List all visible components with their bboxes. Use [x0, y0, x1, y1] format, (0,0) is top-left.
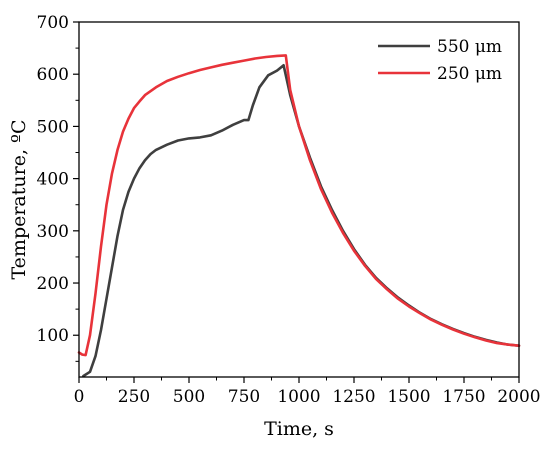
legend: 550 μm 250 μm — [378, 37, 502, 84]
x-tick-label: 1250 — [332, 387, 375, 407]
x-axis-title: Time, s — [264, 418, 334, 440]
series-line-2 — [77, 54, 521, 357]
x-tick-label: 1750 — [442, 387, 485, 407]
legend-label-2: 250 μm — [437, 64, 502, 84]
axes: 0 250 500 750 1000 1250 1500 1750 2000 100 200 300 4… — [37, 13, 541, 407]
plot-area — [77, 54, 521, 378]
x-tick-label: 0 — [74, 387, 85, 407]
y-tick-label: 300 — [37, 222, 69, 242]
y-tick-label: 100 — [37, 326, 69, 346]
x-tick-label: 750 — [228, 387, 260, 407]
y-tick-label: 500 — [37, 117, 69, 137]
y-tick-label: 400 — [37, 170, 69, 190]
y-tick-label: 600 — [37, 65, 69, 85]
x-tick-label: 1000 — [277, 387, 320, 407]
x-tick-label: 1500 — [387, 387, 430, 407]
y-tick-label: 200 — [37, 274, 69, 294]
x-tick-label: 250 — [118, 387, 150, 407]
x-tick-label: 2000 — [497, 387, 540, 407]
legend-label-1: 550 μm — [437, 37, 502, 57]
y-axis-title: Temperature, ºC — [8, 119, 30, 279]
y-tick-label: 700 — [37, 13, 69, 33]
x-tick-label: 500 — [173, 387, 205, 407]
